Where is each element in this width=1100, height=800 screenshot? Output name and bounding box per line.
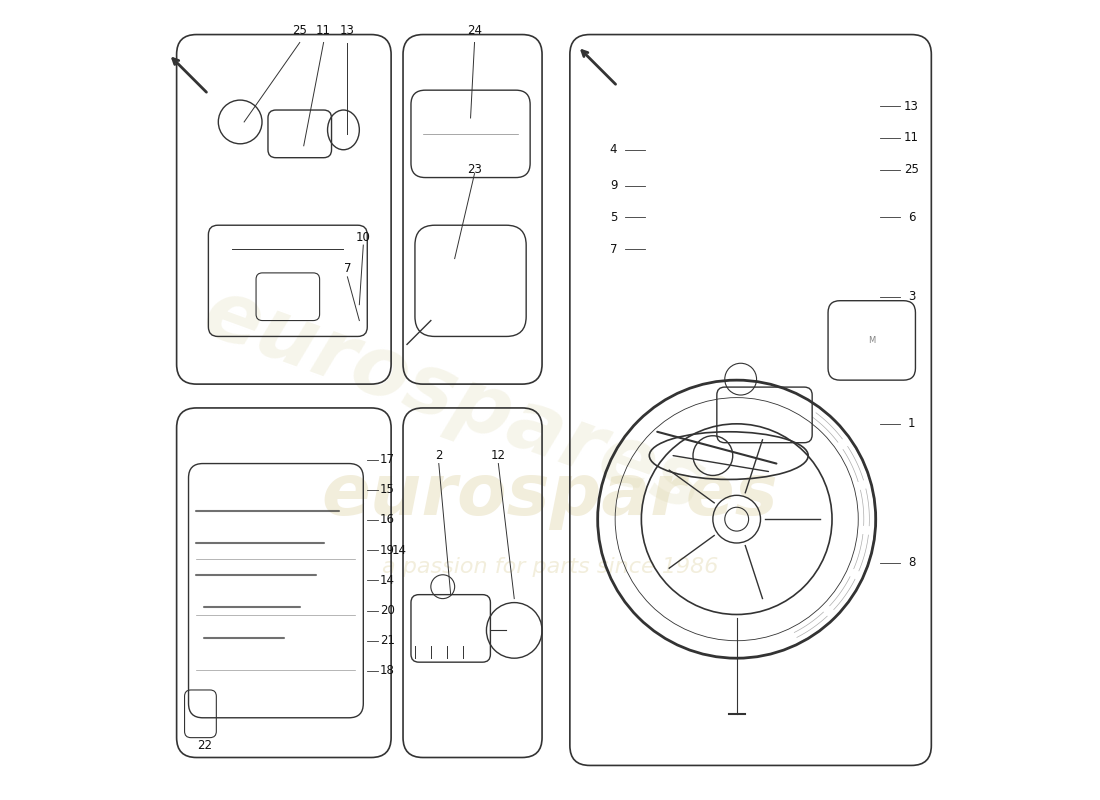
Text: 5: 5: [609, 210, 617, 224]
Text: 20: 20: [379, 604, 395, 617]
Text: 8: 8: [908, 556, 915, 570]
Text: a passion for parts since 1986: a passion for parts since 1986: [382, 557, 718, 577]
Text: 13: 13: [340, 24, 355, 37]
Text: 14: 14: [379, 574, 395, 587]
Text: 15: 15: [379, 483, 395, 496]
Text: 19: 19: [379, 544, 395, 557]
Text: 18: 18: [379, 665, 395, 678]
Text: 22: 22: [197, 739, 212, 752]
Text: 21: 21: [379, 634, 395, 647]
Text: 10: 10: [356, 230, 371, 244]
Text: M: M: [868, 336, 876, 345]
Text: 16: 16: [379, 514, 395, 526]
Text: 23: 23: [468, 163, 482, 176]
Text: 1: 1: [908, 418, 915, 430]
Text: 6: 6: [908, 210, 915, 224]
Text: 17: 17: [379, 453, 395, 466]
Text: 9: 9: [609, 179, 617, 192]
Text: eurospares: eurospares: [194, 272, 716, 528]
Text: 25: 25: [904, 163, 918, 176]
Text: 11: 11: [316, 24, 331, 37]
Text: 11: 11: [904, 131, 918, 144]
Text: 24: 24: [468, 24, 482, 37]
Text: 3: 3: [908, 290, 915, 303]
Text: 7: 7: [343, 262, 351, 275]
Text: 7: 7: [609, 242, 617, 255]
Text: 12: 12: [491, 449, 506, 462]
Text: 4: 4: [609, 143, 617, 156]
Text: 13: 13: [904, 99, 918, 113]
Text: eurospares: eurospares: [321, 461, 779, 530]
Text: 25: 25: [293, 24, 307, 37]
Text: 2: 2: [434, 449, 442, 462]
Text: 14: 14: [392, 544, 407, 557]
